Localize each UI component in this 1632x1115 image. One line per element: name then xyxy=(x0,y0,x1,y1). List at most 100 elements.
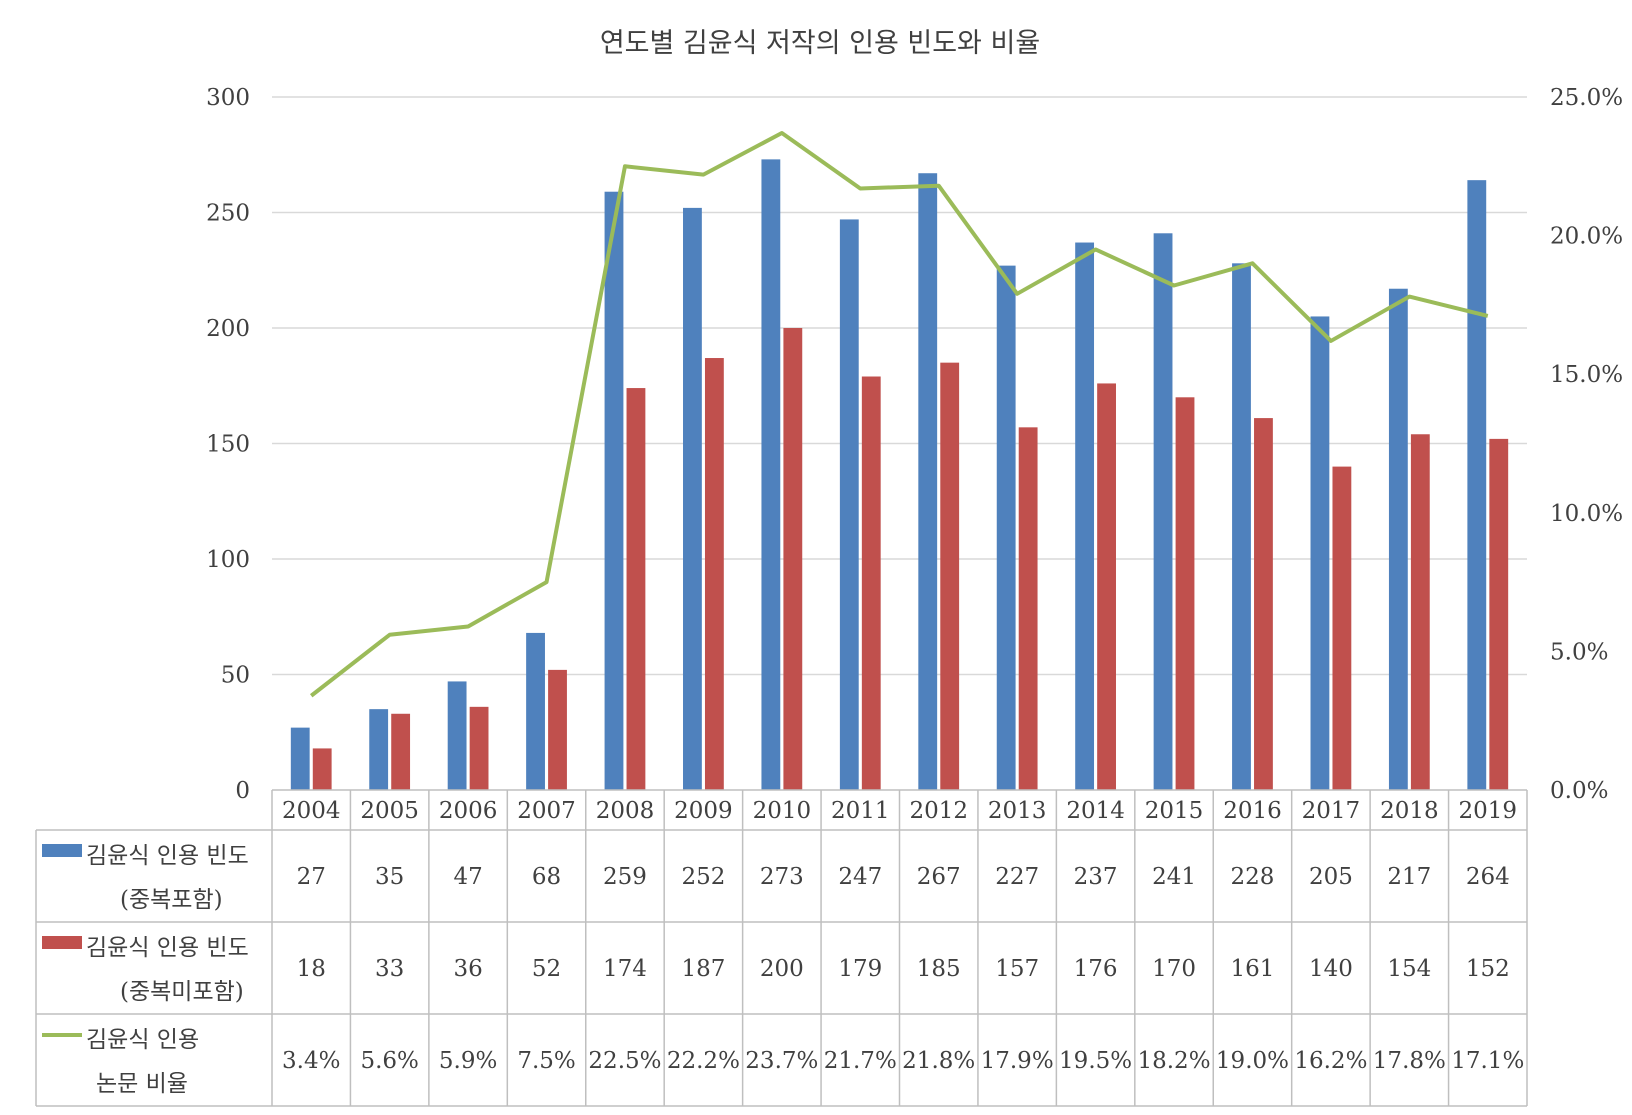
data-label: 176 xyxy=(1074,956,1118,982)
data-label: 23.7% xyxy=(745,1048,818,1074)
series-name: (중복미포함) xyxy=(120,979,244,1005)
bar-series-1 xyxy=(604,191,624,790)
left-tick-label: 50 xyxy=(221,663,250,689)
data-label: 264 xyxy=(1466,864,1510,890)
bar-series-2 xyxy=(861,376,881,790)
bar-series-2 xyxy=(1175,397,1195,790)
data-label: 17.9% xyxy=(981,1048,1054,1074)
x-tick-label: 2017 xyxy=(1302,798,1361,824)
left-tick-label: 150 xyxy=(206,432,250,458)
data-label: 179 xyxy=(838,956,882,982)
left-axis: 0 50 100 150 200 250 300 xyxy=(206,85,250,804)
bar-series-2 xyxy=(704,358,724,790)
bar-series-1 xyxy=(683,207,702,790)
bar-series-2 xyxy=(391,713,411,790)
x-tick-label: 2011 xyxy=(831,798,890,824)
data-label: 17.8% xyxy=(1373,1048,1446,1074)
bar-series-1 xyxy=(290,727,310,790)
x-tick-label: 2013 xyxy=(988,798,1047,824)
bar-series-1 xyxy=(1388,288,1408,790)
x-tick-label: 2007 xyxy=(517,798,576,824)
bar-series-2 xyxy=(1254,418,1273,790)
data-table: 2004 2005 2006 2007 2008 2009 2010 2011 2012 2013… xyxy=(35,789,1528,1107)
bar-series-2 xyxy=(469,706,489,790)
data-label: 174 xyxy=(603,956,647,982)
data-label: 273 xyxy=(760,864,804,890)
data-label: 247 xyxy=(838,864,882,890)
legend-key xyxy=(42,936,82,949)
right-tick-label: 15.0% xyxy=(1550,362,1623,388)
x-tick-label: 2018 xyxy=(1380,798,1439,824)
bar-series-1 xyxy=(1467,180,1487,790)
data-label: 47 xyxy=(453,864,482,890)
right-tick-label: 10.0% xyxy=(1550,501,1623,527)
bars xyxy=(290,159,1509,791)
x-tick-label: 2009 xyxy=(674,798,733,824)
data-label: 241 xyxy=(1152,864,1196,890)
x-tick-label: 2019 xyxy=(1459,798,1518,824)
data-label: 259 xyxy=(603,864,647,890)
data-label: 18 xyxy=(297,956,326,982)
series-name: (중복포함) xyxy=(120,887,223,913)
data-label: 161 xyxy=(1231,956,1275,982)
data-label: 267 xyxy=(917,864,961,890)
bar-series-1 xyxy=(761,159,781,790)
x-tick-label: 2015 xyxy=(1145,798,1204,824)
bar-series-1 xyxy=(447,681,467,790)
data-label: 27 xyxy=(297,864,326,890)
bar-series-2 xyxy=(783,328,803,790)
data-label: 22.2% xyxy=(667,1048,740,1074)
bar-series-1 xyxy=(526,632,545,790)
left-tick-label: 200 xyxy=(206,316,250,342)
data-label: 5.6% xyxy=(360,1048,418,1074)
data-label: 140 xyxy=(1309,956,1353,982)
data-label: 185 xyxy=(917,956,961,982)
x-tick-label: 2016 xyxy=(1223,798,1282,824)
right-axis: 0.0% 5.0% 10.0% 15.0% 20.0% 25.0% xyxy=(1550,85,1623,804)
data-label: 36 xyxy=(453,956,482,982)
bar-series-2 xyxy=(1097,383,1116,790)
data-label: 170 xyxy=(1152,956,1196,982)
data-label: 3.4% xyxy=(282,1048,340,1074)
bar-series-2 xyxy=(1410,434,1430,790)
left-tick-label: 0 xyxy=(235,778,250,804)
data-label: 5.9% xyxy=(439,1048,497,1074)
series-name: 김윤식 인용 xyxy=(86,1027,199,1053)
data-label: 227 xyxy=(995,864,1039,890)
left-tick-label: 100 xyxy=(206,547,250,573)
ratio-line xyxy=(309,131,1489,698)
series-name: 김윤식 인용 빈도 xyxy=(86,935,249,961)
data-label: 217 xyxy=(1387,864,1431,890)
data-label: 7.5% xyxy=(517,1048,575,1074)
data-label: 68 xyxy=(532,864,561,890)
data-label: 187 xyxy=(681,956,725,982)
bar-series-1 xyxy=(1310,316,1330,790)
right-tick-label: 5.0% xyxy=(1550,639,1608,665)
bar-series-2 xyxy=(940,362,960,790)
bar-series-2 xyxy=(1489,438,1509,790)
data-label: 19.0% xyxy=(1216,1048,1289,1074)
data-label: 205 xyxy=(1309,864,1353,890)
x-tick-label: 2012 xyxy=(909,798,968,824)
ratio-line-series xyxy=(309,131,1489,698)
bar-series-1 xyxy=(918,173,938,791)
left-tick-label: 300 xyxy=(206,85,250,111)
bar-series-2 xyxy=(1332,466,1352,790)
data-label: 237 xyxy=(1074,864,1118,890)
right-tick-label: 20.0% xyxy=(1550,224,1623,250)
data-label: 152 xyxy=(1466,956,1510,982)
legend-key xyxy=(42,844,82,857)
series-name: 김윤식 인용 빈도 xyxy=(86,843,249,869)
chart-title: 연도별 김윤식 저작의 인용 빈도와 비율 xyxy=(600,28,1040,59)
bar-series-2 xyxy=(548,669,567,790)
data-label: 52 xyxy=(532,956,561,982)
data-label: 21.7% xyxy=(824,1048,897,1074)
right-tick-label: 0.0% xyxy=(1550,778,1608,804)
data-label: 18.2% xyxy=(1137,1048,1210,1074)
bar-series-2 xyxy=(1018,427,1038,790)
x-tick-label: 2006 xyxy=(439,798,498,824)
bar-series-1 xyxy=(369,709,389,790)
bar-series-2 xyxy=(312,748,332,790)
